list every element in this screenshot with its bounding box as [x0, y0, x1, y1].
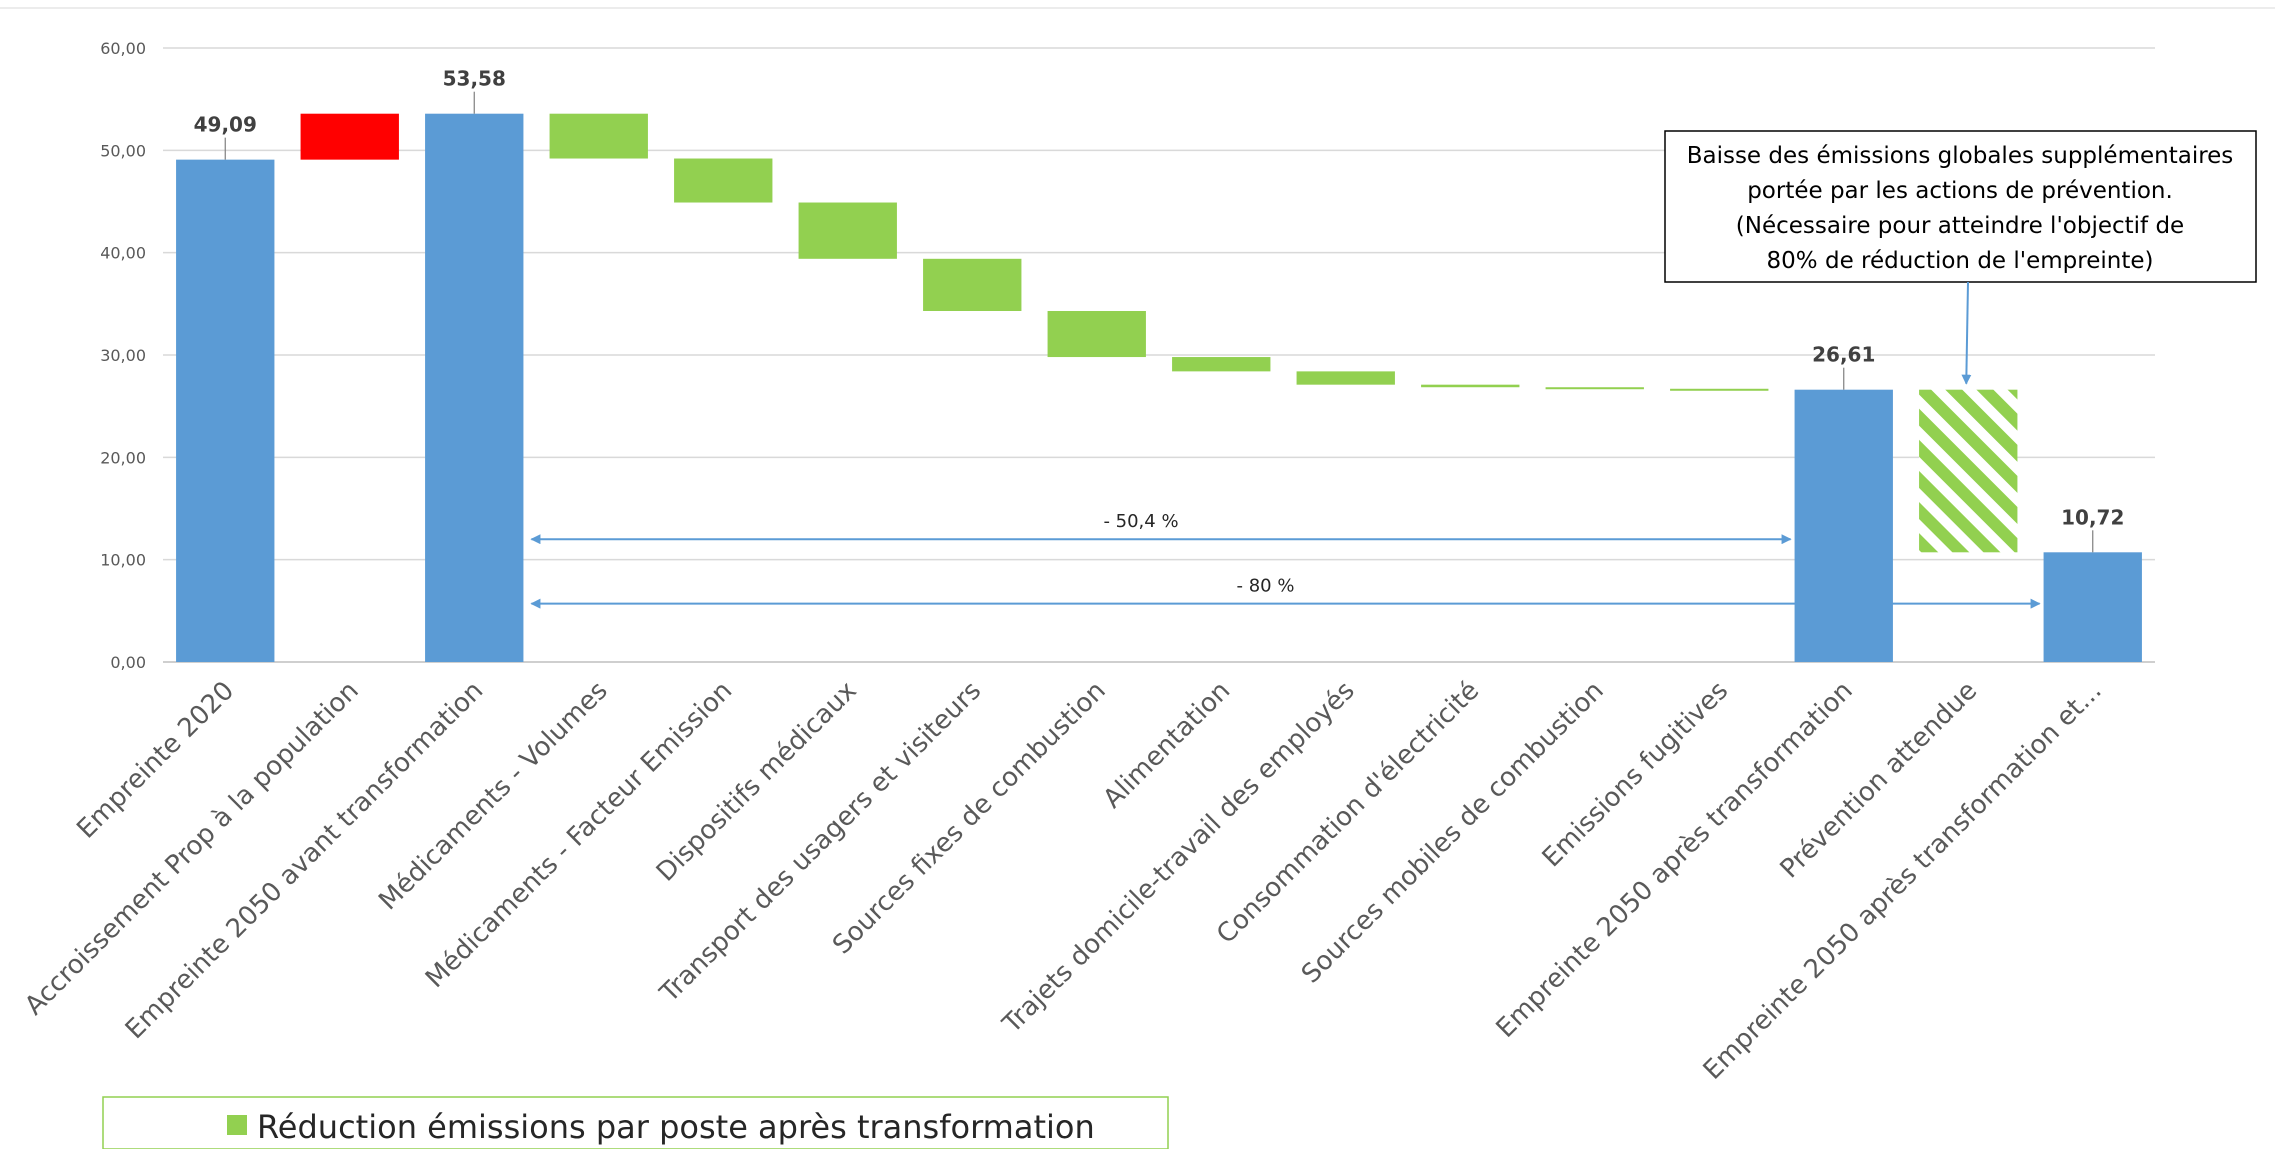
- annotation-line-1: Baisse des émissions globales supplément…: [1687, 143, 2234, 169]
- value-label: 10,72: [2061, 505, 2124, 529]
- y-tick-label: 20,00: [100, 448, 146, 467]
- y-tick-label: 50,00: [100, 141, 146, 160]
- bar-reduction: [1670, 388, 1769, 391]
- bar-reduction: [1545, 387, 1644, 390]
- annotation-pointer-arrow: [1961, 281, 1972, 385]
- bar-total: [2043, 552, 2142, 662]
- legend: Réduction émissions par poste après tran…: [102, 1096, 1169, 1149]
- bar-reduction: [798, 202, 897, 259]
- annotation-line-4: 80% de réduction de l'empreinte): [1767, 248, 2154, 274]
- annotation-line-2: portée par les actions de prévention.: [1747, 178, 2173, 204]
- bar-reduction: [1296, 371, 1395, 385]
- bar-reduction: [674, 158, 773, 203]
- y-tick-label: 10,00: [100, 551, 146, 570]
- bar-reduction: [1172, 357, 1271, 372]
- x-tick-label: Médicaments - Volumes: [373, 676, 613, 916]
- percentage-label: - 50,4 %: [1103, 511, 1178, 532]
- bar-increase: [300, 113, 399, 160]
- y-tick-label: 0,00: [110, 653, 146, 672]
- value-label: 49,09: [194, 113, 257, 137]
- percentage-arrows: - 50,4 % - 80 %: [530, 511, 2041, 609]
- x-tick-label: Alimentation: [1098, 676, 1237, 815]
- annotation-line-3: (Nécessaire pour atteindre l'objectif de: [1736, 213, 2184, 239]
- bar-reduction: [549, 113, 648, 159]
- legend-swatch: [227, 1115, 247, 1135]
- bar-reduction: [1047, 310, 1146, 358]
- bars: [176, 113, 2142, 662]
- value-labels: 49,09 53,58 26,61 10,72: [194, 67, 2124, 553]
- legend-box: [102, 1096, 1169, 1149]
- bar-prevention: [1919, 389, 2018, 553]
- bar-reduction: [923, 258, 1022, 311]
- bar-total: [176, 159, 275, 662]
- annotation-box: [1664, 130, 2257, 283]
- bar-total: [1794, 389, 1893, 662]
- y-tick-label: 60,00: [100, 39, 146, 58]
- x-tick-label: Dispositifs médicaux: [651, 676, 863, 888]
- bar-reduction: [1421, 384, 1520, 388]
- y-tick-label: 40,00: [100, 244, 146, 263]
- bar-total: [425, 113, 524, 662]
- y-tick-label: 30,00: [100, 346, 146, 365]
- value-label: 26,61: [1812, 343, 1875, 367]
- percentage-label: - 80 %: [1237, 576, 1295, 597]
- legend-label: Réduction émissions par poste après tran…: [257, 1108, 1095, 1146]
- value-label: 53,58: [443, 67, 506, 91]
- x-tick-label: Sources fixes de combustion: [827, 676, 1112, 961]
- prevention-annotation: Baisse des émissions globales supplément…: [1664, 130, 2257, 385]
- x-tick-label: Consommation d'électricité: [1211, 676, 1485, 950]
- y-axis: 0,00 10,00 20,00 30,00 40,00 50,00 60,00: [100, 39, 146, 672]
